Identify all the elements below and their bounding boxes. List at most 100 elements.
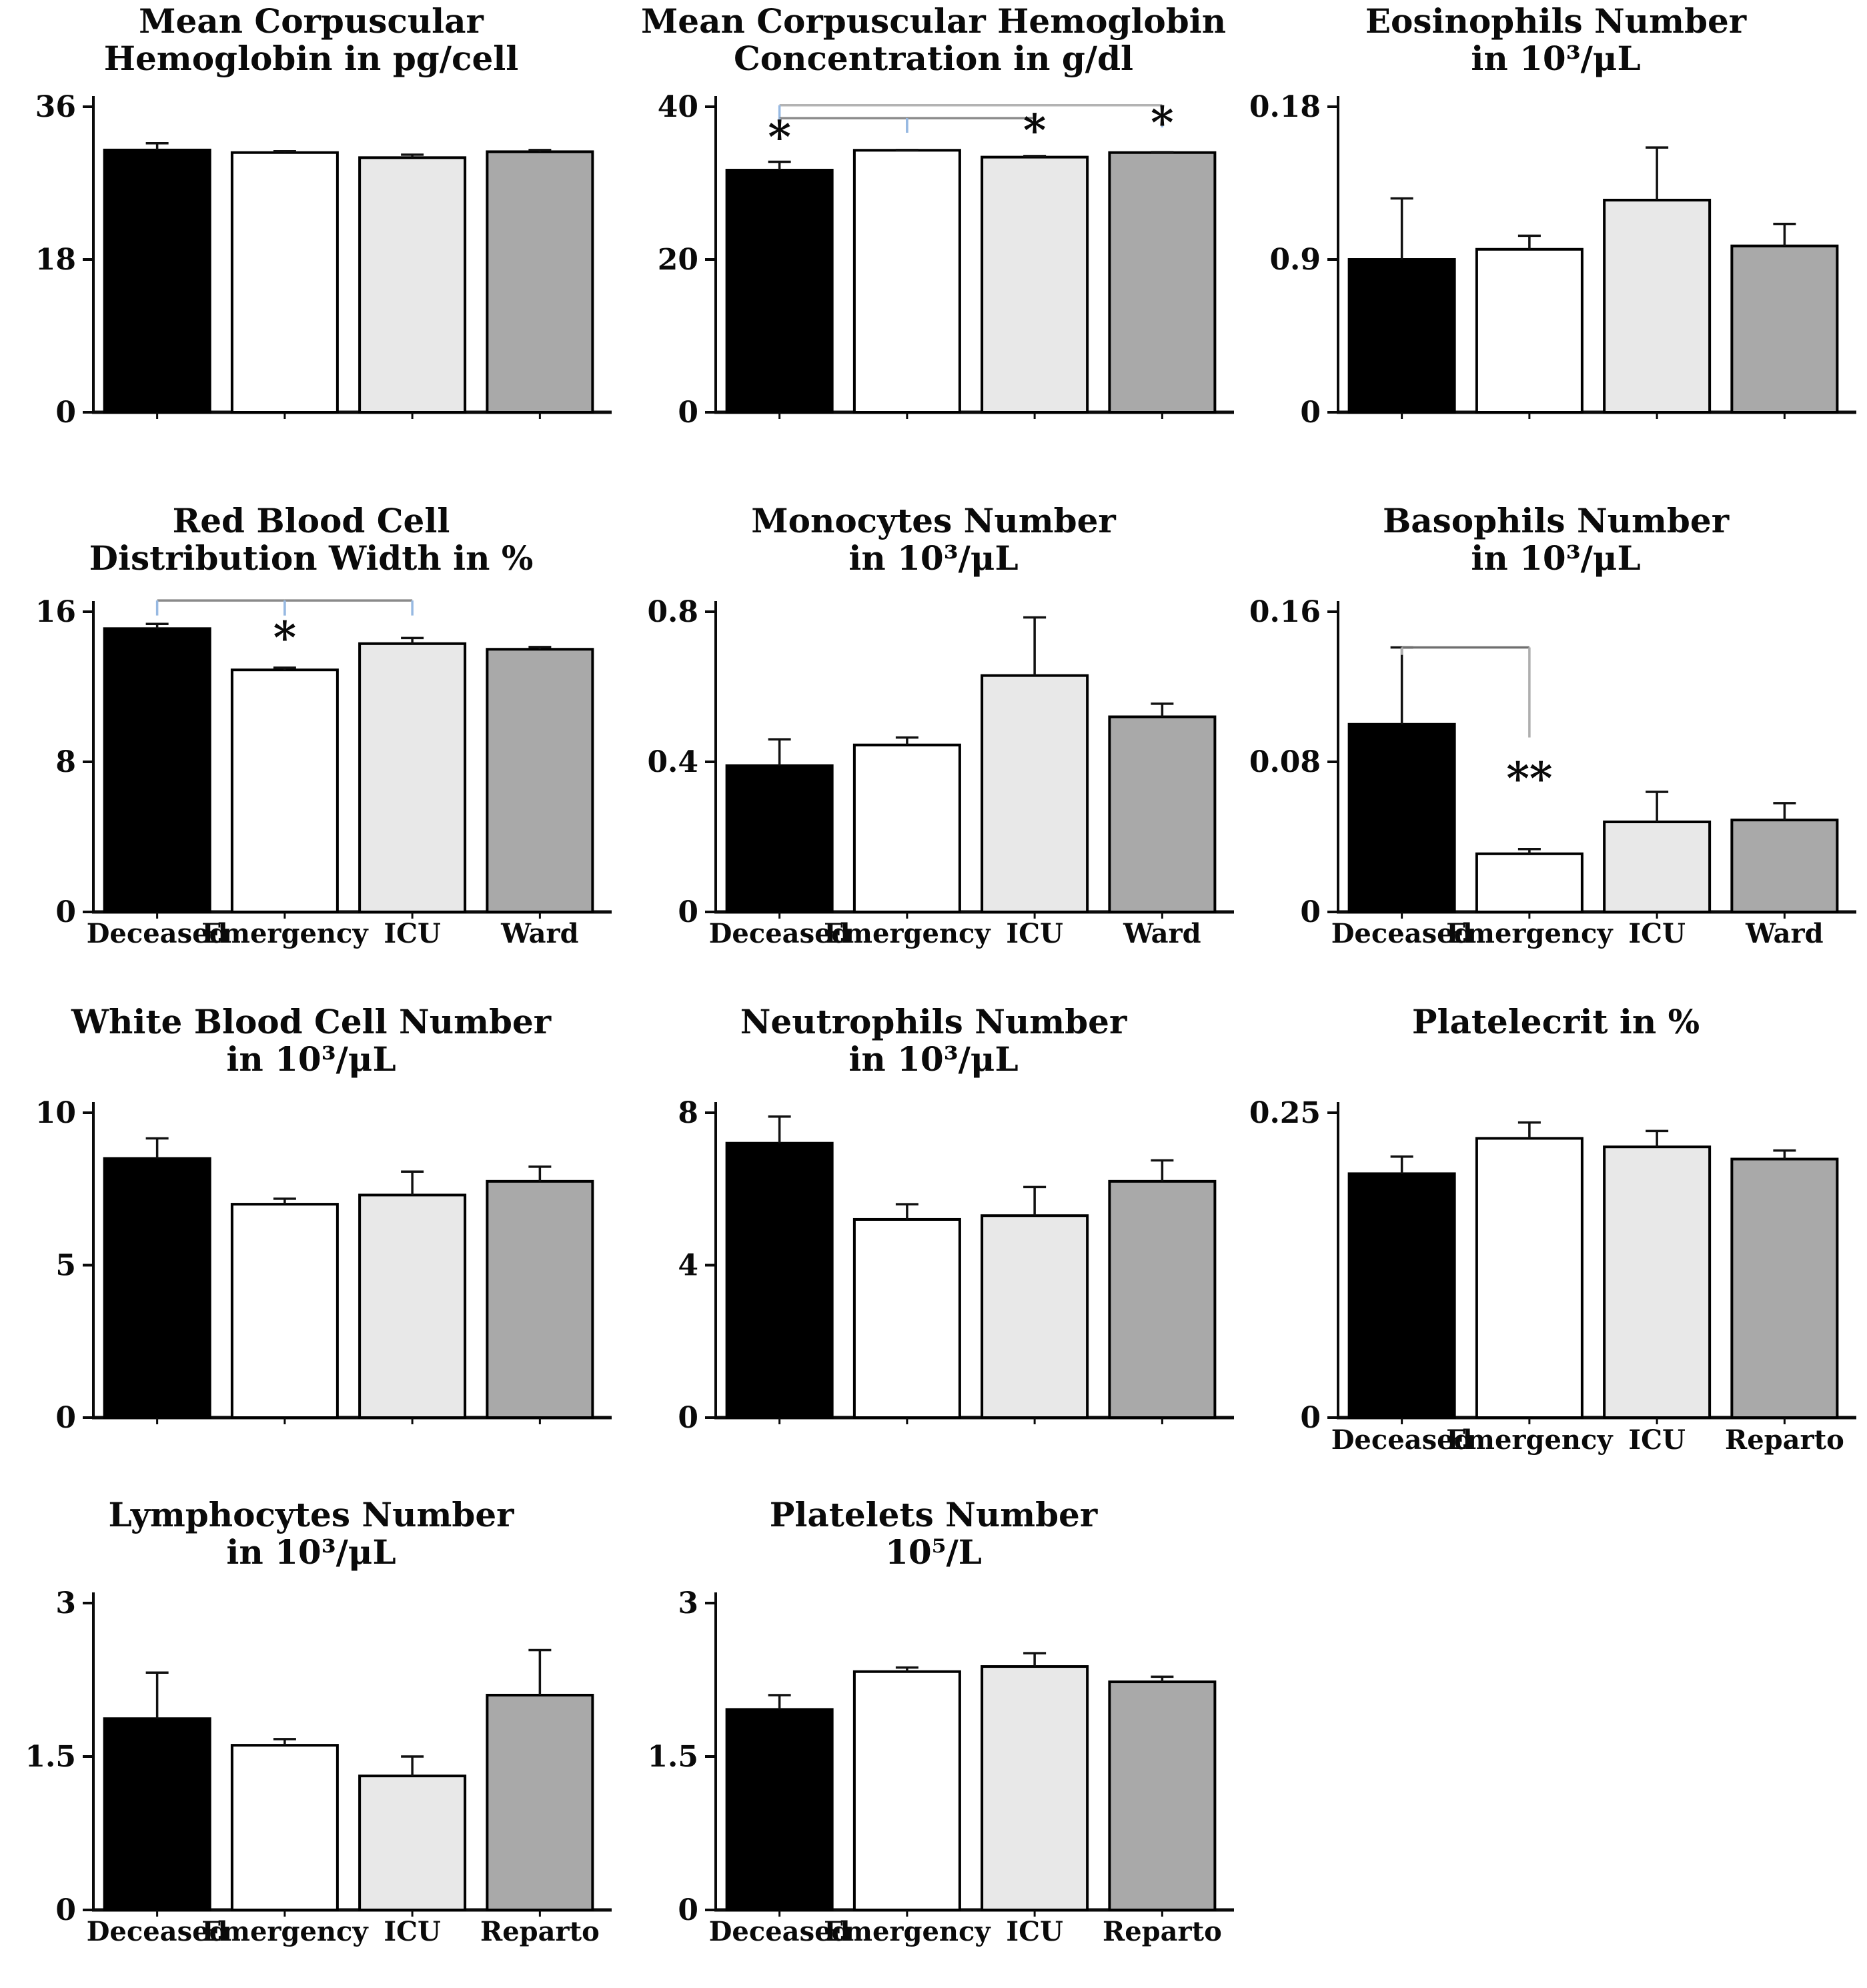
bar: [1475, 852, 1584, 913]
chart-title: Red Blood Cell Distribution Width in %: [0, 502, 622, 577]
chart-panel: Neutrophils Number in 10³/μL 0 4 8: [622, 994, 1245, 1491]
bar: [852, 743, 961, 913]
chart-title: Basophils Number in 10³/μL: [1245, 502, 1867, 577]
chart-panel: White Blood Cell Number in 10³/μL 0 5 10: [0, 994, 622, 1491]
bar: [486, 648, 594, 913]
chart-title-line: Concentration in g/dl: [733, 39, 1134, 78]
chart-title: Lymphocytes Number in 10³/μL: [0, 1496, 622, 1571]
bar: [230, 1744, 339, 1911]
chart-title: Platelecrit in %: [1245, 1003, 1867, 1041]
x-category-label: Deceased: [87, 918, 228, 949]
chart-title-line: in 10³/μL: [1471, 538, 1641, 578]
y-tick-label: 3: [55, 1586, 76, 1620]
y-tick-label: 0.25: [1249, 1096, 1321, 1130]
y-tick-label: 5: [55, 1249, 76, 1283]
bar: [1347, 1172, 1456, 1419]
chart-plot: 0 18 36: [35, 90, 612, 430]
bar: [725, 1141, 834, 1419]
chart-title-line: Hemoglobin in pg/cell: [103, 39, 519, 78]
chart-panel: Lymphocytes Number in 10³/μL 0 1.5 3 Decease…: [0, 1491, 622, 1988]
significance-asterisk: *: [273, 612, 297, 664]
chart-title-line: Mean Corpuscular: [139, 1, 484, 41]
chart-title-line: Eosinophils Number: [1365, 1, 1747, 41]
chart-title-line: in 10³/μL: [1471, 39, 1641, 78]
chart-title: Mean Corpuscular Hemoglobin Concentration…: [622, 3, 1245, 77]
y-tick-label: 0: [1300, 1401, 1321, 1435]
chart-title: Monocytes Number in 10³/μL: [622, 502, 1245, 577]
bar: [725, 1708, 834, 1911]
bar: [1730, 819, 1839, 913]
chart-title: Mean Corpuscular Hemoglobin in pg/cell: [0, 3, 622, 77]
x-category-label: ICU: [1006, 1916, 1063, 1947]
significance-asterisk: **: [1506, 753, 1552, 805]
chart-title: White Blood Cell Number in 10³/μL: [0, 1003, 622, 1078]
bar: [486, 1179, 594, 1419]
y-tick-label: 1.5: [25, 1740, 76, 1774]
chart-panel: Mean Corpuscular Hemoglobin Concentration…: [622, 0, 1245, 497]
y-tick-label: 0.16: [1249, 595, 1321, 629]
x-category-label: Emergency: [824, 1916, 991, 1947]
significance-asterisk: *: [1151, 97, 1174, 149]
chart-plot: 0 4 8: [678, 1096, 1234, 1435]
bar: [1347, 722, 1456, 913]
x-category-label: Ward: [1123, 918, 1201, 949]
chart-title-line: in 10³/μL: [848, 1039, 1019, 1079]
y-tick-label: 0: [1300, 396, 1321, 430]
y-tick-label: 0: [55, 895, 76, 929]
chart-title-line: Basophils Number: [1382, 501, 1730, 540]
y-tick-label: 16: [35, 595, 76, 629]
bar: [1108, 1179, 1217, 1419]
chart-panel: Platelecrit in % 0 0.25 Deceased Emergency I…: [1245, 994, 1867, 1491]
x-category-label: Deceased: [1331, 918, 1473, 949]
y-tick-label: 0.18: [1249, 90, 1321, 124]
bar: [1603, 198, 1712, 414]
bar: [981, 155, 1089, 414]
x-category-label: Emergency: [201, 1916, 369, 1947]
y-tick-label: 0: [678, 1893, 698, 1927]
bar: [103, 1717, 211, 1911]
bar: [358, 1775, 467, 1911]
bar: [1475, 1137, 1584, 1419]
x-category-label: Reparto: [1103, 1916, 1222, 1947]
bar: [230, 151, 339, 414]
x-category-label: Deceased: [709, 1916, 850, 1947]
bar: [852, 1670, 961, 1911]
chart-title-line: Mean Corpuscular Hemoglobin: [640, 1, 1227, 41]
x-category-label: Emergency: [824, 918, 991, 949]
x-category-label: ICU: [384, 1916, 440, 1947]
x-category-label: ICU: [1628, 918, 1685, 949]
bar: [1730, 1157, 1839, 1420]
y-tick-label: 20: [658, 243, 698, 277]
bar: [852, 1217, 961, 1419]
chart-title-line: 10⁵/L: [885, 1532, 982, 1572]
bar: [1108, 1680, 1217, 1911]
x-category-label: ICU: [1628, 1424, 1685, 1456]
bar: [358, 1193, 467, 1419]
x-category-label: Emergency: [201, 918, 369, 949]
chart-title-line: Red Blood Cell: [172, 501, 450, 540]
y-tick-label: 0: [678, 396, 698, 430]
y-tick-label: 0.9: [1269, 243, 1321, 277]
bar: [1347, 258, 1456, 414]
bar: [103, 627, 211, 913]
chart-title-line: Distribution Width in %: [89, 538, 534, 578]
bar: [1603, 1145, 1712, 1420]
chart-title-line: Monocytes Number: [751, 501, 1116, 540]
y-tick-label: 18: [35, 243, 76, 277]
chart-title-line: in 10³/μL: [848, 538, 1019, 578]
chart-panel: Eosinophils Number in 10³/μL 0 0.9 0.18: [1245, 0, 1867, 497]
y-tick-label: 3: [678, 1586, 698, 1620]
x-category-label: Ward: [500, 918, 578, 949]
bar: [486, 1694, 594, 1911]
bar: [103, 1157, 211, 1420]
chart-title-line: Platelecrit in %: [1411, 1002, 1700, 1041]
bar: [1730, 244, 1839, 414]
chart-panel: Platelets Number 10⁵/L 0 1.5 3 Deceased Emerg…: [622, 1491, 1245, 1988]
significance-asterisk: *: [768, 111, 791, 163]
